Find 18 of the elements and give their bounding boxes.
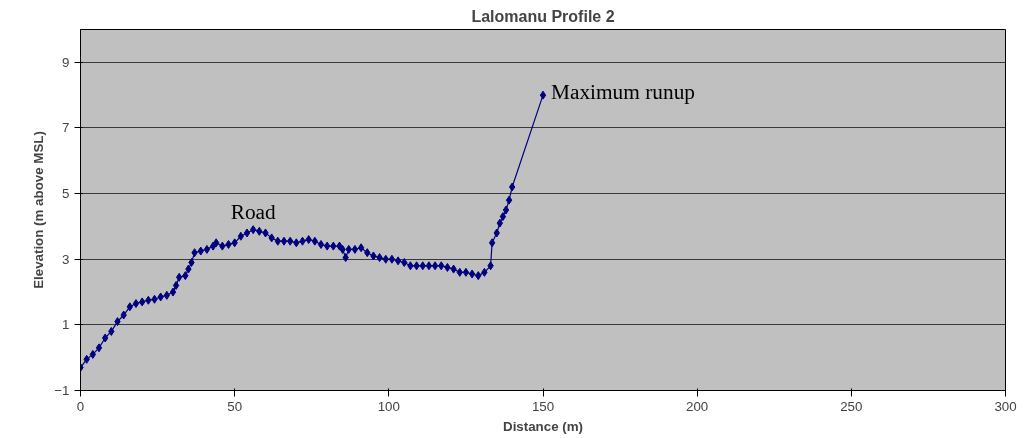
x-axis-title: Distance (m) bbox=[503, 418, 584, 434]
x-tick-label: 150 bbox=[531, 398, 555, 414]
annotation: Road bbox=[230, 199, 277, 224]
y-tick-label: −1 bbox=[54, 383, 70, 398]
x-tick-label: 300 bbox=[994, 398, 1017, 414]
chart-title: Lalomanu Profile 2 bbox=[471, 7, 615, 25]
x-tick-label: 250 bbox=[840, 398, 863, 414]
x-tick-label: 50 bbox=[227, 398, 243, 414]
y-tick-label: 3 bbox=[62, 251, 70, 267]
y-tick-label: 5 bbox=[62, 186, 70, 202]
y-axis-title: Elevation (m above MSL) bbox=[31, 131, 47, 289]
x-tick-label: 200 bbox=[686, 398, 709, 414]
annotation: Maximum runup bbox=[551, 80, 695, 105]
x-tick-label: 100 bbox=[377, 398, 400, 414]
y-tick-label: 7 bbox=[62, 120, 70, 136]
y-tick-label: 9 bbox=[62, 54, 70, 70]
x-tick-label: 0 bbox=[76, 398, 85, 414]
y-tick-label: 1 bbox=[62, 317, 70, 333]
